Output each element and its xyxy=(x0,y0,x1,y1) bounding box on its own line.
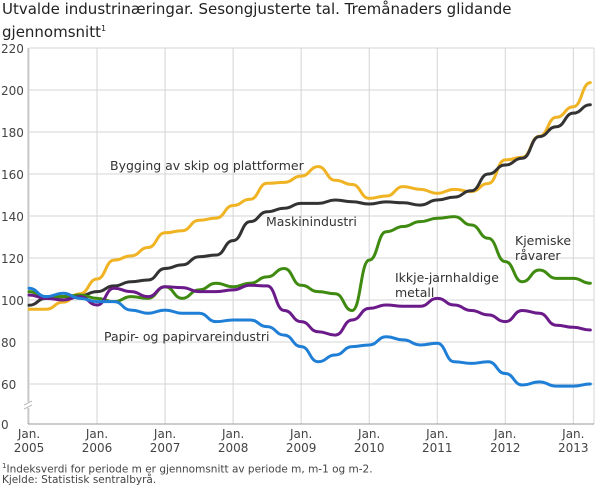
label-bygging: Bygging av skip og plattformer xyxy=(110,158,305,173)
y-tick-label: 180 xyxy=(1,126,24,140)
x-tick-label-line2: 2009 xyxy=(286,441,317,455)
chart-title: Utvalde industrinæringar. Sesongjusterte… xyxy=(2,0,602,42)
y-tick-label: 60 xyxy=(1,378,16,392)
label-maskinindustri: Maskinindustri xyxy=(266,214,357,229)
x-tick-label-line1: Jan. xyxy=(425,427,448,441)
axis-break-mask xyxy=(24,402,33,408)
source: Kjelde: Statistisk sentralbyrå. xyxy=(2,474,157,486)
footnote: 1Indeksverdi for periode m er gjennomsni… xyxy=(2,460,373,477)
y-tick-label: 160 xyxy=(1,168,24,182)
series-line-papir xyxy=(27,286,592,388)
x-tick-label-line2: 2008 xyxy=(218,441,249,455)
y-tick-label: 100 xyxy=(1,294,24,308)
label-ikkje-jarnhaldige: Ikkje-jarnhaldige xyxy=(395,270,499,285)
label-kjemiske: råvarer xyxy=(515,248,561,263)
series-line-bygging xyxy=(27,81,592,311)
y-tick-label: 80 xyxy=(1,336,16,350)
x-tick-label-line2: 2007 xyxy=(150,441,181,455)
y-tick-label: 120 xyxy=(1,252,24,266)
x-tick-label-line1: Jan. xyxy=(289,427,312,441)
series-line-ikkje-jarnhaldige xyxy=(27,283,592,337)
x-tick-label-line2: 2005 xyxy=(14,441,45,455)
label-ikkje-jarnhaldige: metall xyxy=(395,285,434,300)
y-tick-label: 200 xyxy=(1,84,24,98)
series-line-kjemiske xyxy=(27,215,592,312)
axis-break-mark xyxy=(23,400,33,406)
y-tick-label: 140 xyxy=(1,210,24,224)
x-tick-label-line2: 2012 xyxy=(490,441,521,455)
x-tick-label-line2: 2011 xyxy=(422,441,453,455)
title-footnote-mark: 1 xyxy=(100,24,107,33)
x-tick-label-line1: Jan. xyxy=(493,427,516,441)
footnote-text: Indeksverdi for periode m er gjennomsnit… xyxy=(6,463,373,476)
label-papir: Papir- og papirvareindustri xyxy=(104,329,269,344)
x-tick-label-line2: 2010 xyxy=(354,441,385,455)
x-tick-label-line2: 2013 xyxy=(558,441,589,455)
x-tick-label-line1: Jan. xyxy=(357,427,380,441)
x-tick-label-line1: Jan. xyxy=(221,427,244,441)
label-kjemiske: Kjemiske xyxy=(515,233,571,248)
x-tick-label-line1: Jan. xyxy=(153,427,176,441)
chart-title-text: Utvalde industrinæringar. Sesongjusterte… xyxy=(2,0,512,41)
x-tick-label-line1: Jan. xyxy=(561,427,584,441)
y-tick-label: 0 xyxy=(1,418,9,432)
x-tick-label-line1: Jan. xyxy=(85,427,108,441)
series-line-maskinindustri xyxy=(27,103,592,307)
x-tick-label-line1: Jan. xyxy=(17,427,40,441)
footnote-mark: 1 xyxy=(2,462,7,470)
x-tick-label-line2: 2006 xyxy=(82,441,113,455)
axis-break-mark xyxy=(23,404,33,410)
y-tick-label: 220 xyxy=(1,42,24,56)
